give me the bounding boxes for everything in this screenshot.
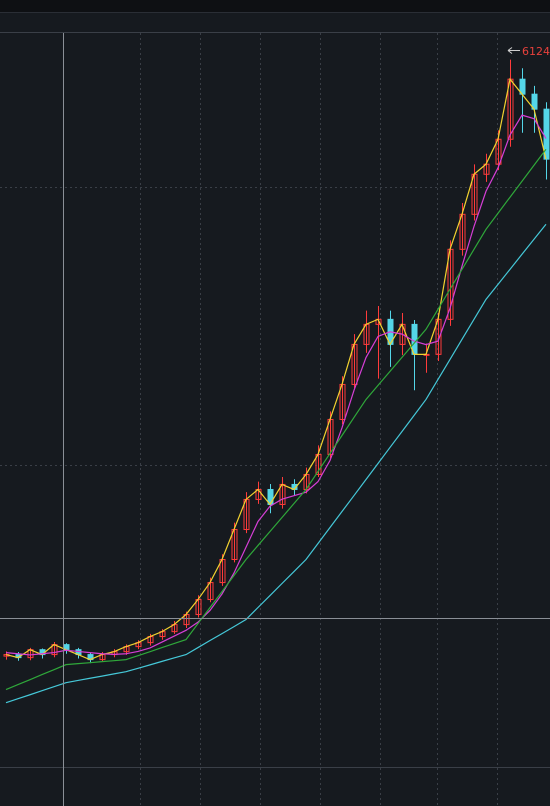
top-bar	[0, 0, 550, 12]
annotation-arrow-head	[507, 47, 513, 54]
grid	[0, 33, 550, 806]
plot	[3, 59, 550, 704]
moving-average-line	[5, 148, 547, 691]
annotation: 6124.	[522, 45, 550, 58]
moving-average-line	[5, 114, 547, 656]
moving-average-line	[5, 77, 547, 661]
moving-average-line	[5, 223, 547, 704]
